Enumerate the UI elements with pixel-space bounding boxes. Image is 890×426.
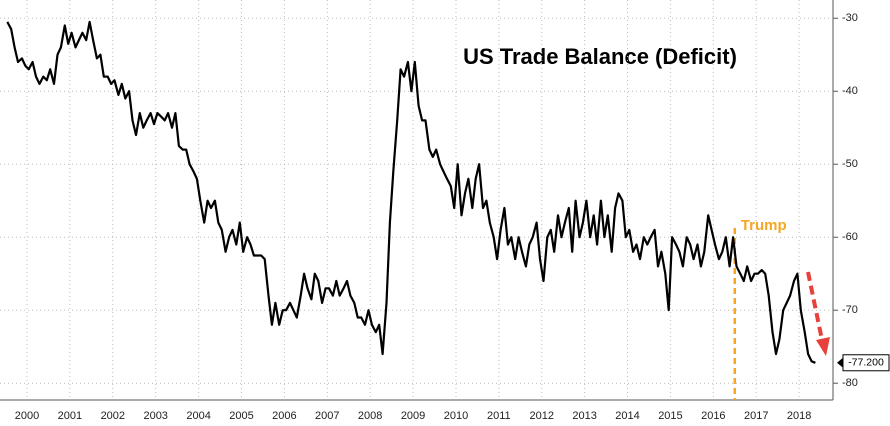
x-tick-label: 2000	[15, 410, 39, 422]
data-line	[6, 20, 816, 364]
x-tick-label: 2010	[444, 410, 468, 422]
x-tick-label: 2011	[487, 410, 511, 422]
x-tick-label: 2016	[701, 410, 725, 422]
last-value-label: -77.200	[848, 357, 884, 369]
x-tick-label: 2018	[787, 410, 811, 422]
x-tick-label: 2013	[572, 410, 596, 422]
y-tick-label: -80	[842, 377, 858, 389]
x-tick-label: 2005	[229, 410, 253, 422]
y-tick-label: -50	[842, 158, 858, 170]
x-tick-label: 2008	[358, 410, 382, 422]
x-tick-label: 2012	[530, 410, 554, 422]
trend-arrow	[806, 271, 824, 341]
x-tick-label: 2007	[315, 410, 339, 422]
y-tick-label: -70	[842, 304, 858, 316]
annotation-label: Trump	[741, 217, 787, 234]
x-tick-label: 2004	[186, 410, 210, 422]
x-tick-label: 2002	[101, 410, 125, 422]
last-value-pointer	[837, 357, 843, 368]
x-tick-label: 2001	[58, 410, 82, 422]
y-tick-label: -40	[842, 85, 858, 97]
x-tick-label: 2017	[744, 410, 768, 422]
x-tick-label: 2015	[658, 410, 682, 422]
chart-title: US Trade Balance (Deficit)	[463, 44, 737, 69]
trend-arrowhead	[816, 337, 830, 356]
y-tick-label: -30	[842, 12, 858, 24]
y-tick-label: -60	[842, 231, 858, 243]
x-tick-label: 2003	[143, 410, 167, 422]
x-tick-label: 2009	[401, 410, 425, 422]
x-tick-label: 2014	[615, 410, 639, 422]
x-tick-label: 2006	[272, 410, 296, 422]
